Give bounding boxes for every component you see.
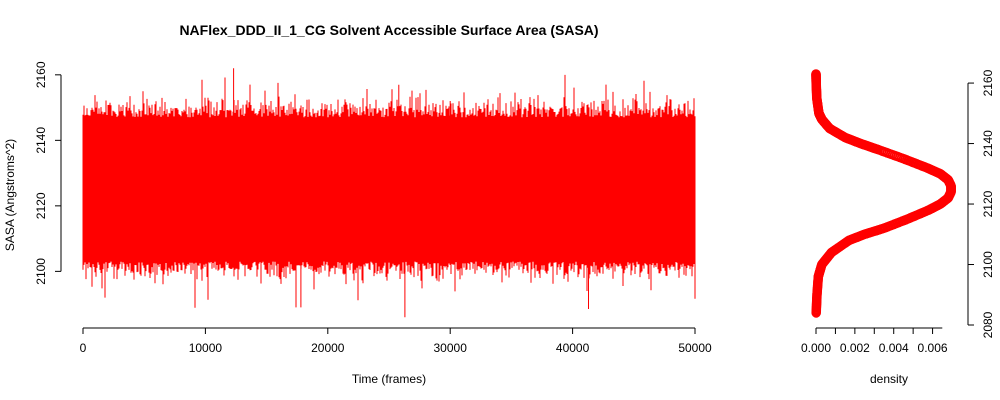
- y-tick-label: 2140: [34, 127, 48, 154]
- sasa-timeseries-plot: 0 10000 20000 30000 40000 50000 2100212021402…: [3, 61, 712, 386]
- x-tick-label: 0: [80, 341, 87, 355]
- density-x-tick-label: 0.004: [879, 341, 909, 355]
- density-x-tick-label: 0.002: [840, 341, 870, 355]
- x-tick-label: 50000: [678, 341, 712, 355]
- y-tick-label: 2160: [34, 61, 48, 88]
- density-x-tick-label: 0.006: [918, 341, 948, 355]
- y-tick-label: 2100: [34, 258, 48, 285]
- x-tick-label: 20000: [311, 341, 345, 355]
- density-y-tick-label: 2100: [981, 251, 995, 278]
- density-x-axis-label: density: [870, 372, 908, 386]
- y-axis-label: SASA (Angstroms^2): [3, 139, 17, 251]
- x-axis-label: Time (frames): [352, 372, 426, 386]
- density-points: [811, 69, 956, 318]
- density-y-tick-label: 2120: [981, 190, 995, 217]
- x-tick-label: 10000: [189, 341, 223, 355]
- density-y-tick-label: 2140: [981, 130, 995, 157]
- density-y-tick-label: 2160: [981, 69, 995, 96]
- density-point: [811, 69, 821, 79]
- x-axis: 0 10000 20000 30000 40000 50000: [80, 327, 712, 355]
- density-plot: 0.000 0.002 0.004 0.006 2080 2100 2120 2140 216…: [801, 69, 995, 386]
- density-x-tick-label: 0.000: [801, 341, 831, 355]
- y-tick-label: 2120: [34, 192, 48, 219]
- density-y-axis: 2080 2100 2120 2140 2160: [967, 69, 995, 338]
- density-x-axis: 0.000 0.002 0.004 0.006: [801, 327, 948, 355]
- density-y-tick-label: 2080: [981, 311, 995, 338]
- y-axis: 2100 2120 2140 2160: [34, 61, 62, 285]
- sasa-series-line: [82, 68, 696, 318]
- x-tick-label: 40000: [556, 341, 590, 355]
- chart-title: NAFlex_DDD_II_1_CG Solvent Accessible Su…: [179, 22, 598, 38]
- x-tick-label: 30000: [434, 341, 468, 355]
